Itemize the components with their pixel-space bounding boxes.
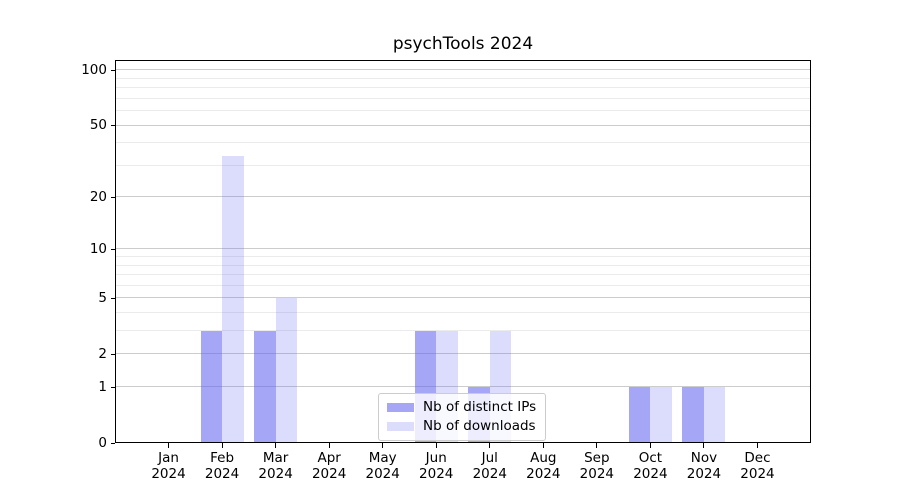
minor-gridline [115,87,811,89]
minor-gridline [115,284,811,286]
minor-gridline [115,142,811,144]
minor-gridline [115,256,811,258]
x-tick-mark [756,443,758,448]
legend-swatch [387,421,414,431]
x-tick-mark [328,443,330,448]
legend-label: Nb of distinct IPs [423,399,537,415]
bar-mar-downloads [275,298,298,443]
bar-nov-ips [682,387,704,443]
minor-gridline [115,274,811,276]
x-tick-mark [168,443,170,448]
y-tick-label: 10 [89,240,107,257]
x-tick-label: Sep 2024 [579,450,615,482]
major-gridline [115,69,811,71]
x-tick-mark [703,443,705,448]
bar-feb-downloads [222,156,244,443]
legend: Nb of distinct IPs Nb of downloads [378,393,547,441]
major-gridline [115,248,811,250]
legend-item: Nb of downloads [387,418,536,434]
grid-layer [115,60,811,443]
chart-title: psychTools 2024 [392,34,534,54]
legend-item: Nb of distinct IPs [387,399,536,415]
x-tick-label: May 2024 [365,450,400,482]
bar-nov-downloads [703,387,726,443]
bar-oct-ips [628,387,651,443]
x-tick-label: Mar 2024 [258,450,293,482]
x-tick-label: Jan 2024 [151,450,186,482]
x-tick-mark [542,443,544,448]
bar-oct-downloads [650,387,672,443]
minor-gridline [115,110,811,112]
x-tick-label: Jun 2024 [419,450,454,482]
minor-gridline [115,330,811,332]
minor-gridline [115,164,811,166]
x-tick-label: Aug 2024 [526,450,561,482]
bar-mar-ips [254,331,276,443]
minor-gridline [115,312,811,314]
major-gridline [115,297,811,299]
x-tick-mark [435,443,437,448]
y-tick-label: 20 [89,188,107,205]
minor-gridline [115,77,811,79]
bar-layer [115,60,811,443]
minor-gridline [115,97,811,99]
major-gridline [115,196,811,198]
x-tick-label: Nov 2024 [686,450,722,482]
plot-area [115,60,811,443]
y-tick-label: 0 [98,434,107,451]
x-tick-label: Apr 2024 [311,450,347,482]
y-tick-label: 2 [98,345,107,362]
x-tick-label: Jul 2024 [472,450,507,482]
x-tick-mark [275,443,277,448]
x-tick-mark [489,443,491,448]
x-tick-mark [649,443,651,448]
legend-swatch [387,402,414,412]
x-tick-label: Feb 2024 [204,450,240,482]
y-tick-label: 1 [98,378,107,395]
minor-gridline [115,264,811,266]
major-gridline [115,124,811,126]
y-tick-label: 50 [89,117,107,134]
major-gridline [115,386,811,388]
x-tick-mark [382,443,384,448]
legend-label: Nb of downloads [423,418,536,434]
y-tick-label: 5 [98,289,107,306]
x-tick-mark [221,443,223,448]
bar-feb-ips [200,331,223,443]
major-gridline [115,353,811,355]
x-tick-label: Dec 2024 [740,450,775,482]
x-tick-mark [596,443,598,448]
y-tick-label: 100 [81,61,107,78]
x-tick-label: Oct 2024 [633,450,668,482]
